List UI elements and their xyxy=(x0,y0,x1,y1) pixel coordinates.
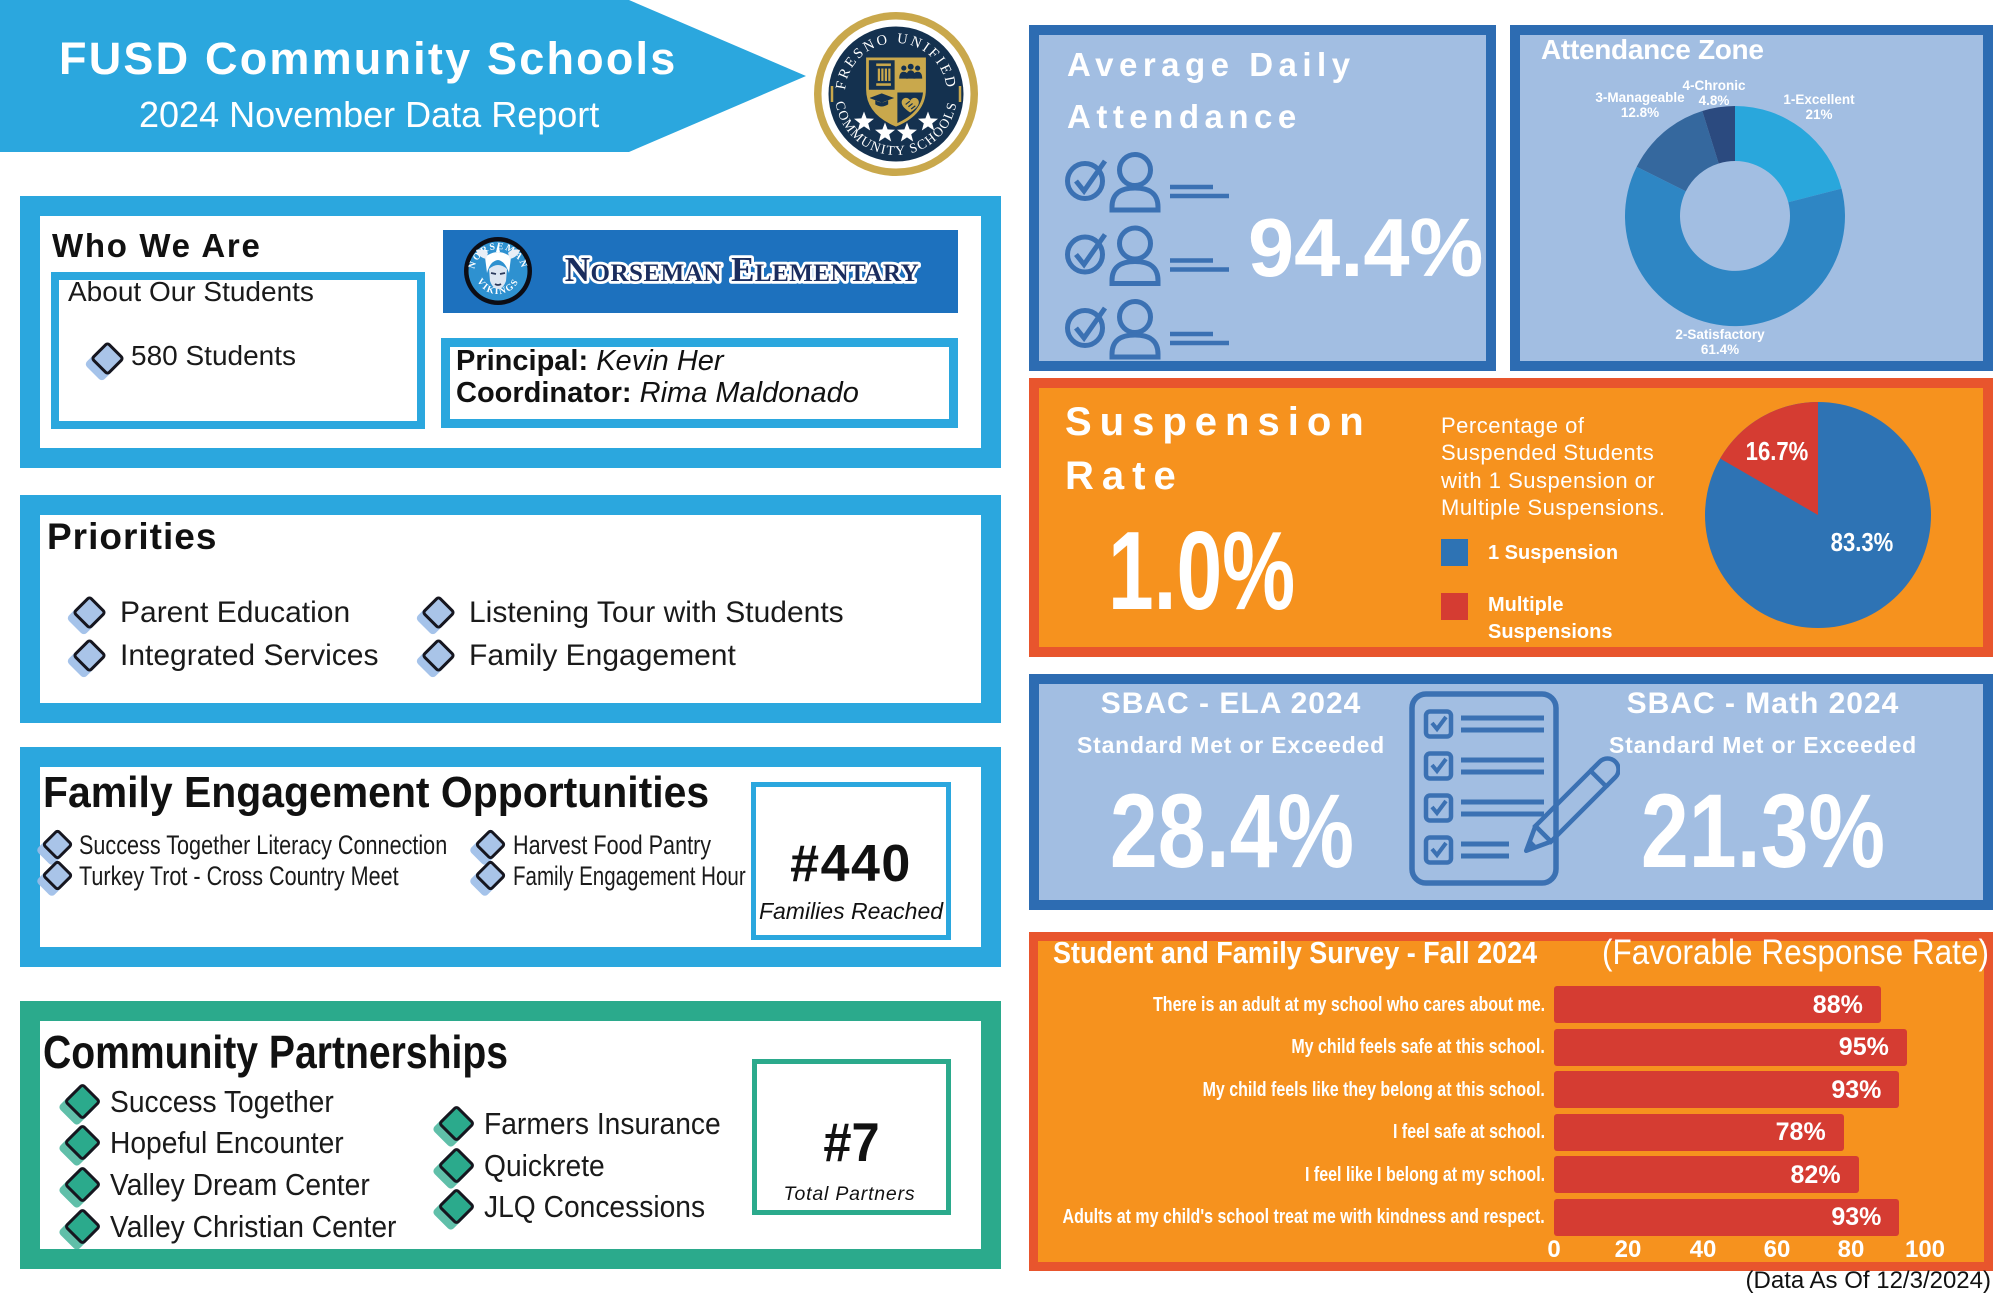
svg-text:Norseman Elementary: Norseman Elementary xyxy=(565,250,919,289)
